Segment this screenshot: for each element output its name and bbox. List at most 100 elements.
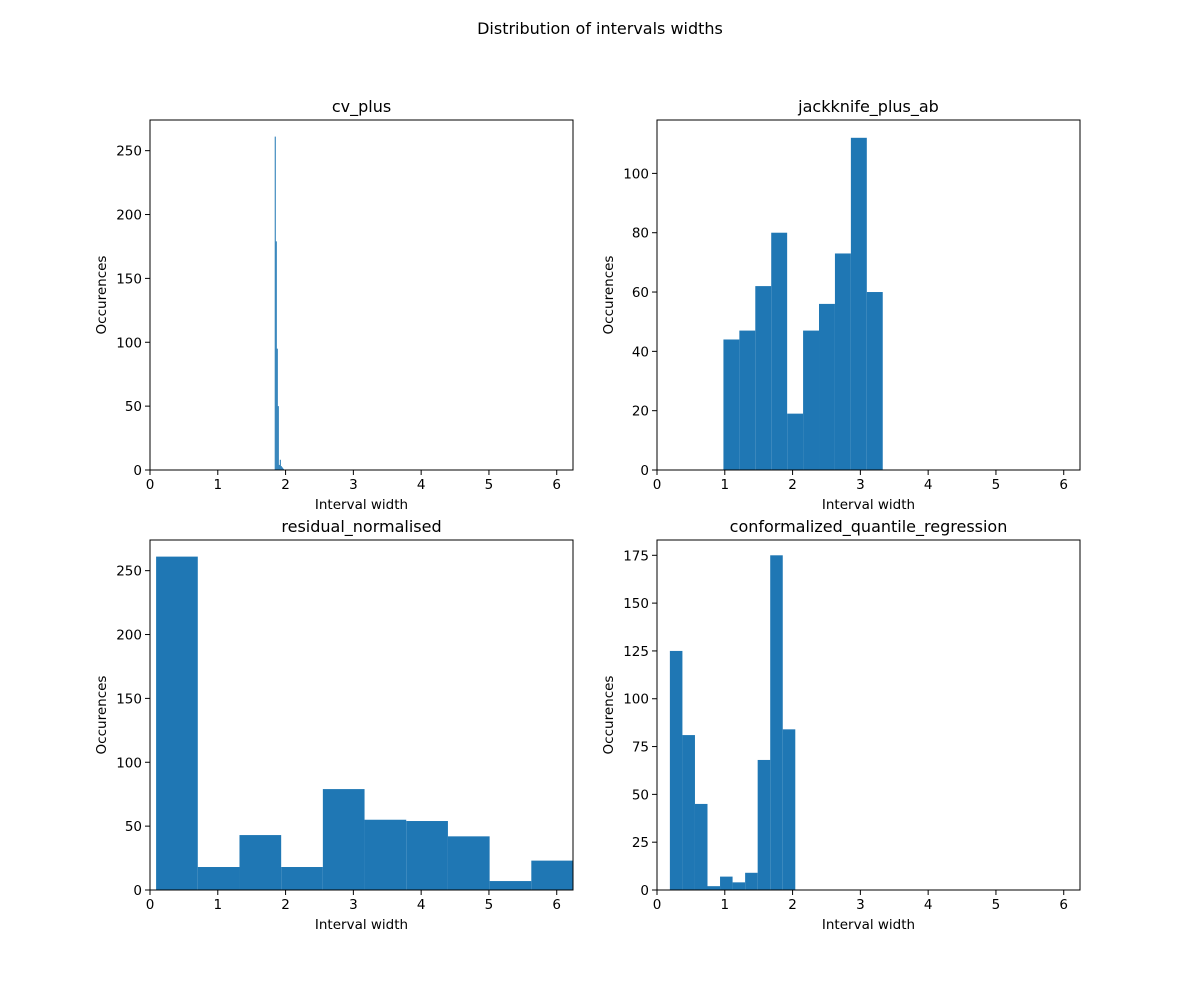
y-tick-label: 50 bbox=[125, 399, 142, 415]
histogram-bar bbox=[732, 882, 746, 890]
y-tick-label: 80 bbox=[632, 226, 649, 242]
histogram-bar bbox=[745, 872, 758, 890]
y-tick-label: 100 bbox=[116, 335, 142, 351]
x-tick-label: 5 bbox=[992, 897, 1001, 913]
histogram-bar bbox=[669, 650, 683, 890]
histogram-bar bbox=[275, 241, 277, 470]
y-tick-label: 150 bbox=[116, 271, 142, 287]
histogram-bar bbox=[834, 253, 851, 470]
x-axis-label: Interval width bbox=[315, 917, 408, 933]
axes-frame bbox=[149, 539, 574, 891]
x-tick-label: 1 bbox=[720, 477, 729, 493]
y-tick-label: 0 bbox=[640, 463, 649, 479]
subplot-residual-normalised: residual_normalised Interval width Occur… bbox=[94, 517, 574, 933]
x-tick-label: 2 bbox=[788, 477, 797, 493]
x-tick-label: 1 bbox=[213, 477, 222, 493]
y-tick-label: 0 bbox=[133, 883, 142, 899]
y-tick-label: 150 bbox=[116, 691, 142, 707]
x-tick-label: 6 bbox=[1059, 477, 1068, 493]
axes-frame bbox=[149, 119, 574, 471]
histogram-bar bbox=[866, 292, 883, 470]
histogram-bars bbox=[274, 136, 284, 471]
x-tick-label: 2 bbox=[281, 897, 290, 913]
y-axis-label: Occurences bbox=[94, 256, 110, 335]
histogram-bar bbox=[280, 466, 282, 470]
x-tick-label: 0 bbox=[653, 897, 662, 913]
x-tick-label: 0 bbox=[146, 897, 155, 913]
histogram-bar bbox=[239, 835, 282, 890]
y-tick-label: 60 bbox=[632, 285, 649, 301]
histogram-bar bbox=[156, 556, 198, 890]
y-tick-label: 50 bbox=[125, 819, 142, 835]
histogram-bar bbox=[707, 886, 721, 890]
y-tick-label: 250 bbox=[116, 144, 142, 160]
subplot-title: jackknife_plus_ab bbox=[797, 97, 939, 117]
histogram-bar bbox=[850, 137, 867, 471]
histogram-bar bbox=[447, 836, 490, 890]
y-tick-label: 150 bbox=[623, 596, 649, 612]
axes-frame bbox=[656, 539, 1081, 891]
y-tick-label: 40 bbox=[632, 344, 649, 360]
x-tick-label: 2 bbox=[281, 477, 290, 493]
figure-title: Distribution of intervals widths bbox=[477, 19, 723, 38]
axes-frame bbox=[656, 119, 1081, 471]
histogram-bar bbox=[281, 867, 323, 890]
y-tick-label: 250 bbox=[116, 564, 142, 580]
histogram-bar bbox=[406, 821, 448, 890]
y-tick-label: 125 bbox=[623, 644, 649, 660]
y-tick-label: 20 bbox=[632, 404, 649, 420]
y-axis-label: Occurences bbox=[601, 256, 617, 335]
x-axis-label: Interval width bbox=[315, 497, 408, 513]
x-tick-label: 6 bbox=[552, 897, 561, 913]
x-tick-label: 3 bbox=[349, 477, 358, 493]
y-tick-label: 200 bbox=[116, 628, 142, 644]
x-tick-label: 3 bbox=[856, 897, 865, 913]
x-tick-label: 1 bbox=[720, 897, 729, 913]
histogram-bar bbox=[276, 348, 278, 470]
x-tick-label: 5 bbox=[485, 897, 494, 913]
histogram-bar bbox=[531, 860, 573, 890]
histogram-bar bbox=[279, 459, 281, 470]
histogram-bar bbox=[682, 735, 695, 890]
subplot-conformalized-quantile-regression: conformalized_quantile_regression Interv… bbox=[601, 517, 1081, 933]
y-tick-label: 25 bbox=[632, 835, 649, 851]
histogram-bars bbox=[723, 137, 883, 471]
histogram-bar bbox=[278, 464, 280, 470]
y-tick-label: 50 bbox=[632, 787, 649, 803]
y-tick-label: 0 bbox=[640, 883, 649, 899]
subplot-title: cv_plus bbox=[332, 97, 391, 117]
x-tick-label: 1 bbox=[213, 897, 222, 913]
histogram-bar bbox=[282, 468, 284, 470]
subplot-title: conformalized_quantile_regression bbox=[730, 517, 1008, 537]
y-tick-label: 100 bbox=[623, 692, 649, 708]
x-axis-label: Interval width bbox=[822, 497, 915, 513]
y-tick-label: 75 bbox=[632, 740, 649, 756]
histogram-bar bbox=[757, 759, 771, 890]
y-tick-label: 0 bbox=[133, 463, 142, 479]
histogram-bar bbox=[694, 803, 708, 890]
y-tick-label: 100 bbox=[623, 166, 649, 182]
y-axis-label: Occurences bbox=[94, 676, 110, 755]
histogram-bar bbox=[739, 330, 756, 470]
histogram-bar bbox=[277, 406, 279, 470]
x-tick-label: 5 bbox=[485, 477, 494, 493]
x-tick-label: 5 bbox=[992, 477, 1001, 493]
histogram-bar bbox=[819, 303, 835, 470]
x-tick-label: 4 bbox=[417, 477, 426, 493]
histogram-bar bbox=[281, 467, 283, 470]
subplot-jackknife-plus-ab: jackknife_plus_ab Interval width Occuren… bbox=[601, 97, 1081, 513]
x-tick-label: 6 bbox=[552, 477, 561, 493]
y-tick-label: 100 bbox=[116, 755, 142, 771]
histogram-bar bbox=[755, 286, 772, 470]
histogram-bar bbox=[322, 789, 365, 890]
x-tick-label: 6 bbox=[1059, 897, 1068, 913]
x-tick-label: 0 bbox=[146, 477, 155, 493]
histogram-bar bbox=[771, 232, 788, 470]
x-tick-label: 4 bbox=[924, 897, 933, 913]
x-tick-label: 3 bbox=[856, 477, 865, 493]
histogram-bars bbox=[669, 555, 796, 890]
y-axis-label: Occurences bbox=[601, 676, 617, 755]
x-tick-label: 0 bbox=[653, 477, 662, 493]
histogram-bar bbox=[489, 881, 532, 890]
